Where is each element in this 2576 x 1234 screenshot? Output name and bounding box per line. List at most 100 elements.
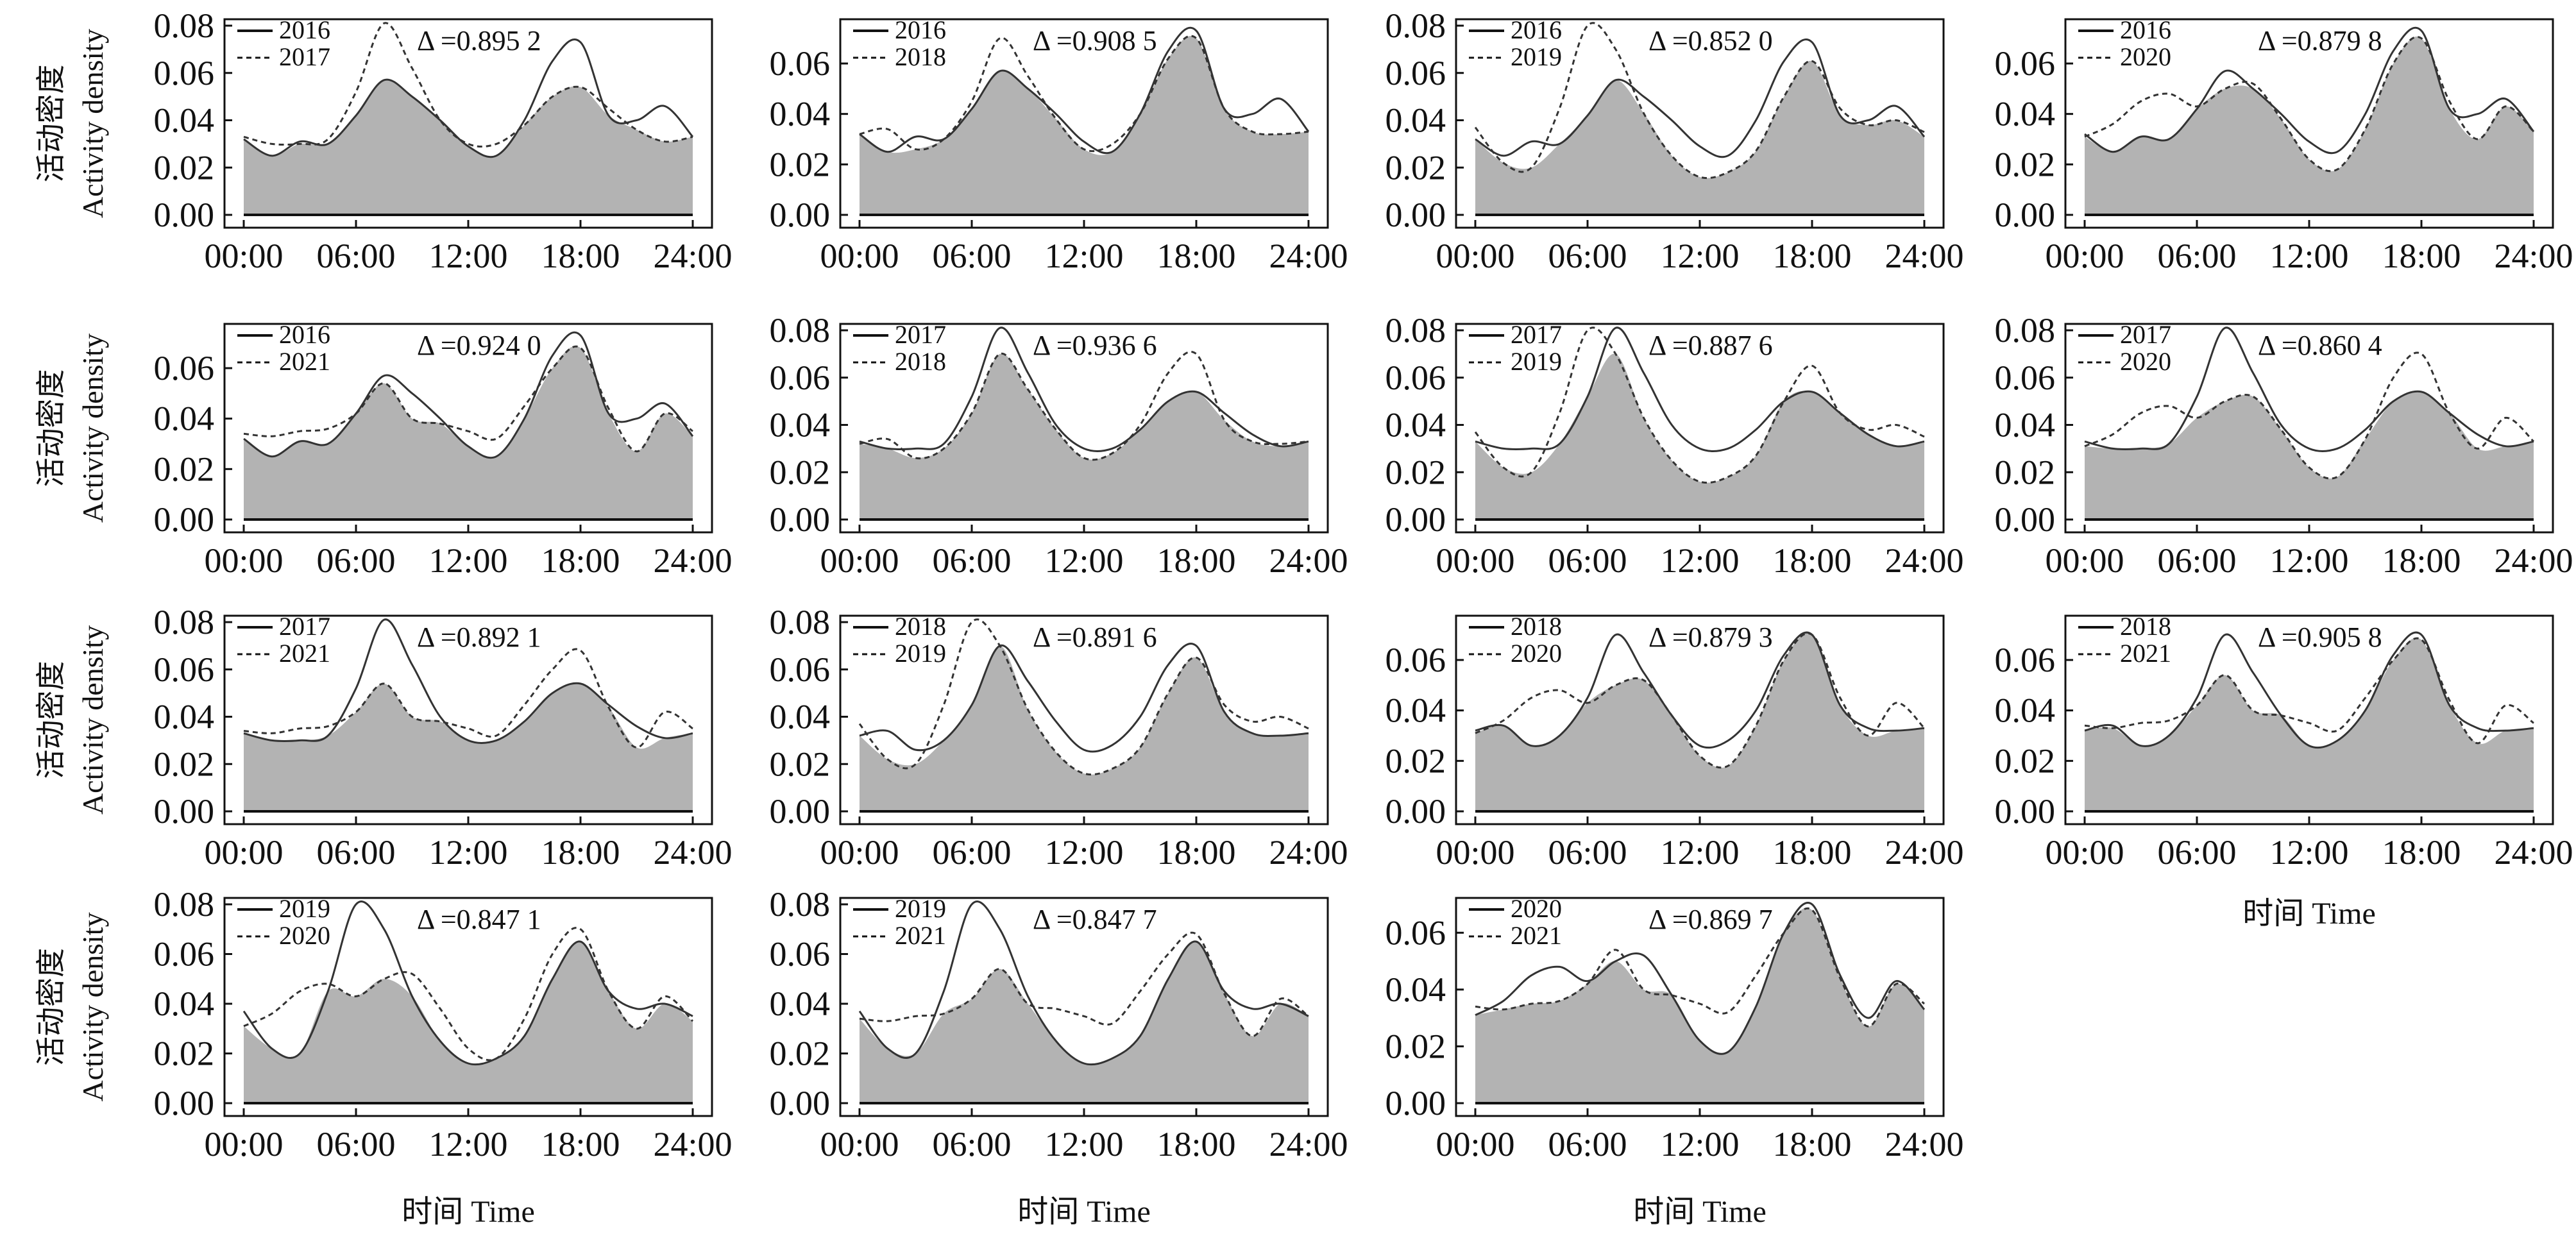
panel-2019-2020: 0.00 0.02 0.04 0.06 0.08 00:00 06:00 12:00 18:00… [154,885,733,1163]
y-tick-label: 0.02 [770,1035,831,1073]
overlap-coefficient-label: Δ =0.852 0 [1648,25,1773,56]
y-axis-title-row-1: 活动密度 Activity density [35,29,109,218]
y-axis-title-en: Activity density [76,625,109,815]
y-tick-label: 0.04 [154,101,215,140]
overlap-area [1475,60,1924,215]
y-tick-label: 0.06 [1995,359,2056,397]
y-axis-title-en: Activity density [76,912,109,1101]
series-line-2016 [1475,38,1926,158]
x-tick-label: 24:00 [2494,237,2573,275]
y-tick-label: 0.06 [770,650,831,689]
panel-2016-2020: 0.00 0.02 0.04 0.06 00:00 06:00 12:00 18:00 24:0… [1995,15,2573,275]
panel-2017-2019: 0.00 0.02 0.04 0.06 0.08 00:00 06:00 12:00 18:00… [1385,311,1964,580]
overlap-area [860,353,1309,520]
series-line-2020 [2084,351,2535,480]
overlap-coefficient-label: Δ =0.847 1 [417,904,541,935]
legend-label-2018: 2018 [895,347,946,376]
x-tick-label: 12:00 [428,1125,507,1163]
y-tick-label: 0.00 [1385,1084,1446,1122]
overlap-coefficient-label: Δ =0.860 4 [2258,330,2382,361]
x-tick-label: 06:00 [316,237,395,275]
y-tick-label: 0.02 [770,745,831,783]
y-tick-label: 0.04 [1995,95,2056,133]
x-tick-label: 06:00 [932,541,1011,580]
overlap-area [2085,391,2534,520]
y-tick-label: 0.02 [770,145,831,183]
x-tick-label: 12:00 [428,541,507,580]
x-tick-label: 24:00 [1269,1125,1348,1163]
x-tick-label: 24:00 [1269,237,1348,275]
x-tick-label: 12:00 [428,833,507,872]
y-tick-label: 0.02 [154,450,215,488]
overlap-coefficient-label: Δ =0.936 6 [1033,330,1157,361]
legend-label-2018: 2018 [895,612,946,641]
y-tick-label: 0.06 [770,359,831,397]
x-tick-label: 06:00 [932,237,1011,275]
overlap-coefficient-label: Δ =0.905 8 [2258,621,2382,653]
legend-label-2021: 2021 [1511,921,1562,950]
y-tick-label: 0.00 [1995,500,2056,539]
x-tick-label: 12:00 [1044,833,1123,872]
x-tick-label: 00:00 [1436,1125,1514,1163]
y-tick-label: 0.00 [154,1084,215,1122]
y-tick-label: 0.06 [154,935,215,974]
y-tick-label: 0.08 [1995,311,2056,350]
series-line-2016 [243,38,694,158]
overlap-area [244,346,693,520]
legend-label-2021: 2021 [895,921,946,950]
overlap-coefficient-label: Δ =0.879 3 [1648,621,1773,653]
x-tick-label: 18:00 [1772,1125,1851,1163]
x-tick-label: 00:00 [1436,237,1514,275]
x-tick-label: 00:00 [1436,833,1514,872]
x-tick-label: 12:00 [428,237,507,275]
y-tick-label: 0.08 [770,885,831,924]
overlap-area [1475,353,1924,520]
y-tick-label: 0.06 [154,54,215,92]
y-tick-label: 0.00 [770,792,831,831]
x-tick-label: 06:00 [2157,833,2236,872]
y-tick-label: 0.06 [1385,359,1446,397]
y-tick-label: 0.06 [1995,641,2056,679]
series-line-2021 [859,931,1309,1037]
panel-2018-2019: 0.00 0.02 0.04 0.06 0.08 00:00 06:00 12:00 18:00… [770,603,1348,872]
x-tick-label: 06:00 [316,1125,395,1163]
panel-2017-2018: 0.00 0.02 0.04 0.06 0.08 00:00 06:00 12:00 18:00… [770,311,1348,580]
legend-label-2021: 2021 [2120,639,2171,668]
x-tick-label: 12:00 [1660,237,1739,275]
overlap-coefficient-label: Δ =0.879 8 [2258,25,2382,56]
y-tick-label: 0.08 [154,885,215,924]
y-tick-label: 0.04 [770,985,831,1023]
legend-label-2017: 2017 [1511,320,1562,349]
x-tick-label: 12:00 [2269,541,2348,580]
y-tick-label: 0.02 [1995,145,2056,183]
legend-label-2021: 2021 [279,639,330,668]
panel-2017-2021: 0.00 0.02 0.04 0.06 0.08 00:00 06:00 12:00 18:00… [154,603,733,872]
x-tick-label: 06:00 [316,541,395,580]
x-tick-label: 00:00 [820,237,899,275]
legend-label-2019: 2019 [895,894,946,923]
y-tick-label: 0.06 [1385,641,1446,679]
y-tick-label: 0.04 [1385,101,1446,140]
series-line-2016 [243,331,694,459]
y-tick-label: 0.08 [1385,311,1446,350]
panel-2019-2021: 0.00 0.02 0.04 0.06 0.08 00:00 06:00 12:00 18:00… [770,885,1348,1163]
x-tick-label: 24:00 [1885,237,1963,275]
legend-label-2019: 2019 [895,639,946,668]
x-tick-label: 18:00 [1157,833,1235,872]
x-tick-label: 12:00 [1044,1125,1123,1163]
series-line-2021 [243,648,693,748]
legend-label-2019: 2019 [1511,347,1562,376]
legend-label-2017: 2017 [895,320,946,349]
x-tick-label: 18:00 [541,833,620,872]
y-tick-label: 0.06 [1385,913,1446,952]
overlap-coefficient-label: Δ =0.887 6 [1648,330,1773,361]
x-tick-label: 06:00 [2157,237,2236,275]
legend-label-2021: 2021 [279,347,330,376]
x-tick-label: 00:00 [204,1125,283,1163]
y-tick-label: 0.00 [1995,792,2056,831]
y-tick-label: 0.00 [1995,196,2056,234]
legend-label-2016: 2016 [895,15,946,44]
y-tick-label: 0.00 [154,196,215,234]
x-tick-label: 00:00 [2045,541,2124,580]
series-line-2017 [2084,326,2534,453]
